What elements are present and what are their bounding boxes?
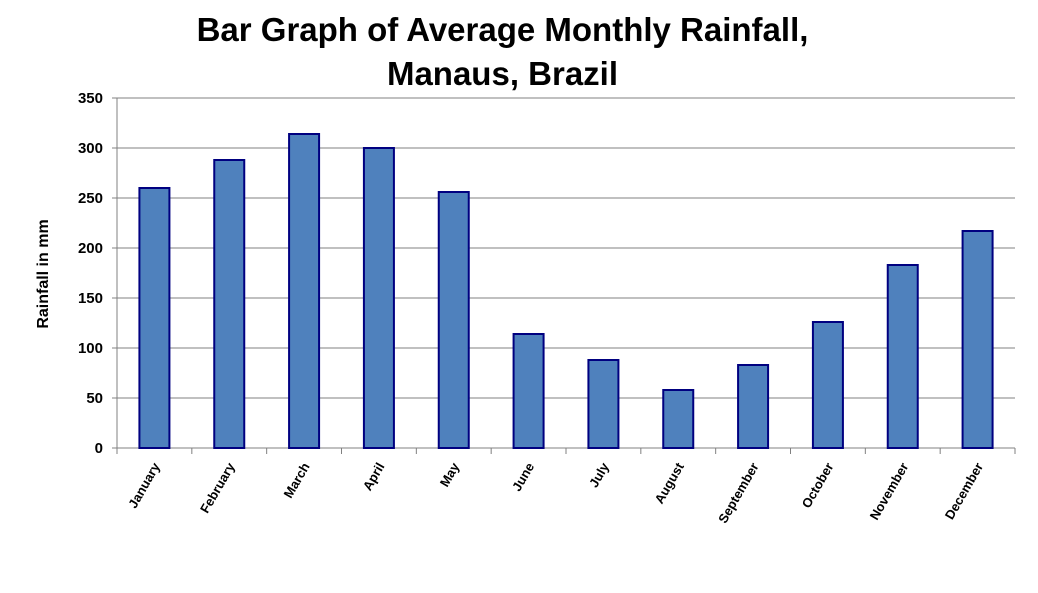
y-tick-label: 250 (78, 190, 103, 207)
bar-november (886, 264, 919, 449)
x-tick-labels: January February March April May June July Augu… (125, 459, 986, 525)
x-tick-label-april: April (360, 460, 388, 493)
chart-title-line-1: Bar Graph of Average Monthly Rainfall, (196, 11, 809, 48)
bar-december (961, 230, 994, 449)
bar-october (811, 321, 844, 449)
bar-august (662, 389, 695, 449)
y-tick-label: 300 (78, 140, 103, 157)
chart-title: Bar Graph of Average Monthly Rainfall, M… (0, 8, 1005, 96)
y-tick-label: 350 (78, 90, 103, 107)
bar-february (213, 159, 246, 449)
bar-september (737, 364, 770, 449)
bar-march (288, 133, 321, 449)
y-tick-label: 50 (86, 390, 103, 407)
y-tick-labels: 0 50 100 150 200 250 300 350 (78, 90, 103, 457)
chart-title-line-2: Manaus, Brazil (386, 55, 619, 92)
gridlines (117, 97, 1015, 399)
x-tick-label-july: July (586, 459, 612, 490)
x-tick-label-may: May (437, 459, 463, 489)
y-tick-label: 200 (78, 240, 103, 257)
x-tick-label-june: June (509, 460, 537, 494)
bar-april (362, 147, 395, 449)
x-tick-label-december: December (942, 460, 986, 522)
x-tick-label-september: September (715, 460, 762, 526)
x-tick-label-january: January (125, 459, 163, 510)
bar-june (512, 333, 545, 449)
x-tick-label-october: October (799, 460, 837, 511)
x-tick-label-november: November (867, 460, 912, 523)
y-tick-label: 150 (78, 290, 103, 307)
bars (138, 133, 994, 449)
axes (112, 97, 1016, 454)
x-tick-label-august: August (651, 459, 687, 506)
bar-july (587, 359, 620, 449)
bar-january (138, 187, 171, 449)
y-axis-label: Rainfall in mm (35, 219, 52, 328)
y-tick-label: 100 (78, 340, 103, 357)
bar-may (437, 191, 470, 449)
x-tick-label-march: March (281, 460, 313, 501)
y-tick-label: 0 (95, 440, 103, 457)
x-tick-label-february: February (197, 459, 238, 515)
